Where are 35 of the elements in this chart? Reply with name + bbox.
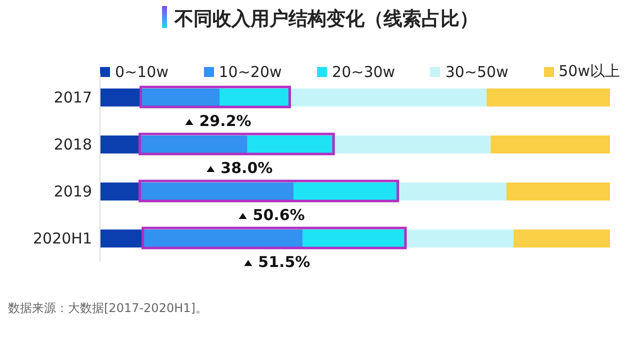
y-tick-label: 2019 xyxy=(54,182,92,200)
annotation: 50.6% xyxy=(252,206,305,224)
bar xyxy=(100,88,141,106)
bar xyxy=(247,136,334,154)
chart-title: 不同收入用户结构变化（线索占比） xyxy=(173,7,480,32)
bar xyxy=(100,136,140,154)
bar xyxy=(140,182,294,200)
legend-label: 30~50w xyxy=(444,62,508,81)
source-note: 数据来源：大数据[2017-2020H1]。 xyxy=(8,300,208,317)
bar xyxy=(140,88,220,106)
bar xyxy=(142,230,302,248)
annotation: 51.5% xyxy=(258,253,310,271)
bar xyxy=(405,230,514,248)
y-tick-label: 2018 xyxy=(54,135,92,154)
bar xyxy=(514,230,610,248)
y-tick-label: 2017 xyxy=(54,88,92,106)
bar xyxy=(220,88,290,106)
legend-label: 0~10w xyxy=(114,62,168,81)
bar xyxy=(290,88,487,106)
bar xyxy=(334,136,491,154)
legend-label: 20~30w xyxy=(331,62,396,81)
legend-label: 10~20w xyxy=(218,62,282,81)
bar xyxy=(490,136,610,154)
legend-label: 50w以上 xyxy=(558,62,620,81)
annotation: 38.0% xyxy=(220,159,273,177)
y-tick-label: 2020H1 xyxy=(33,229,92,248)
bar xyxy=(100,182,140,200)
annotation: 29.2% xyxy=(199,112,252,130)
bar xyxy=(486,88,610,106)
bar xyxy=(506,182,610,200)
bar xyxy=(140,136,248,154)
bar xyxy=(100,230,143,248)
bar xyxy=(294,182,398,200)
bar xyxy=(302,230,406,248)
bar xyxy=(398,182,506,200)
